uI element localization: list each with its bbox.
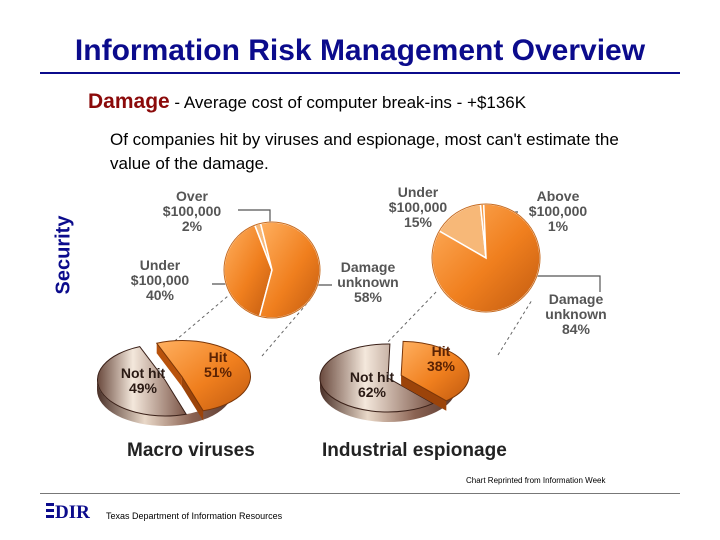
leader-damage-unknown-esp — [525, 275, 601, 292]
label-espionage-not-hit: Not hit 62% — [350, 369, 395, 400]
chart-credit: Chart Reprinted from Information Week — [466, 476, 606, 485]
footer-org: Texas Department of Information Resource… — [106, 511, 283, 521]
chart-title-macro-viruses: Macro viruses — [127, 440, 255, 461]
chart-title-industrial-espionage: Industrial espionage — [322, 440, 507, 461]
guide-line-macro-left — [169, 295, 229, 346]
footer-rule — [40, 493, 680, 494]
pie-outline — [223, 221, 321, 319]
label-damage-unknown-esp: Damage unknown 84% — [545, 291, 606, 337]
label-under-100k-esp: Under $100,000 15% — [389, 184, 448, 230]
pie-outline — [431, 203, 541, 313]
damage-line: Damage - Average cost of computer break-… — [88, 90, 526, 114]
slide-title: Information Risk Management Overview — [74, 34, 646, 67]
label-under-100k-macro: Under $100,000 40% — [131, 257, 190, 303]
subtitle: Of companies hit by viruses and espionag… — [110, 130, 619, 173]
pie-slice-not-hit — [96, 346, 188, 417]
pie-slice-hit — [155, 340, 251, 412]
pie-not-hit-side — [320, 378, 456, 422]
label-damage-unknown-macro: Damage unknown 58% — [337, 259, 398, 305]
title-underline — [40, 72, 680, 74]
label-espionage-hit: Hit 38% — [427, 343, 456, 374]
label-macro-not-hit: Not hit 49% — [121, 365, 166, 396]
logo-text: DIR — [55, 502, 90, 522]
label-over-100k: Over $100,000 2% — [163, 188, 222, 234]
pie-not-hit-side — [97, 380, 233, 426]
damage-keyword: Damage — [88, 90, 170, 113]
guide-line-macro-right — [261, 299, 311, 357]
label-macro-hit: Hit 51% — [204, 349, 233, 380]
dir-logo: DIR — [46, 502, 90, 522]
guide-line-esp-left — [383, 289, 439, 347]
damage-text: - Average cost of computer break-ins - +… — [169, 93, 527, 112]
guide-line-esp-right — [497, 299, 533, 356]
pie-slice-not-hit — [319, 343, 435, 413]
pie-slice-hit — [400, 340, 470, 402]
label-above-100k: Above $100,000 1% — [529, 188, 588, 234]
pie-hit-wall — [156, 343, 182, 387]
pie-hit-rim — [401, 375, 447, 411]
pie-hit-rim — [181, 376, 204, 421]
